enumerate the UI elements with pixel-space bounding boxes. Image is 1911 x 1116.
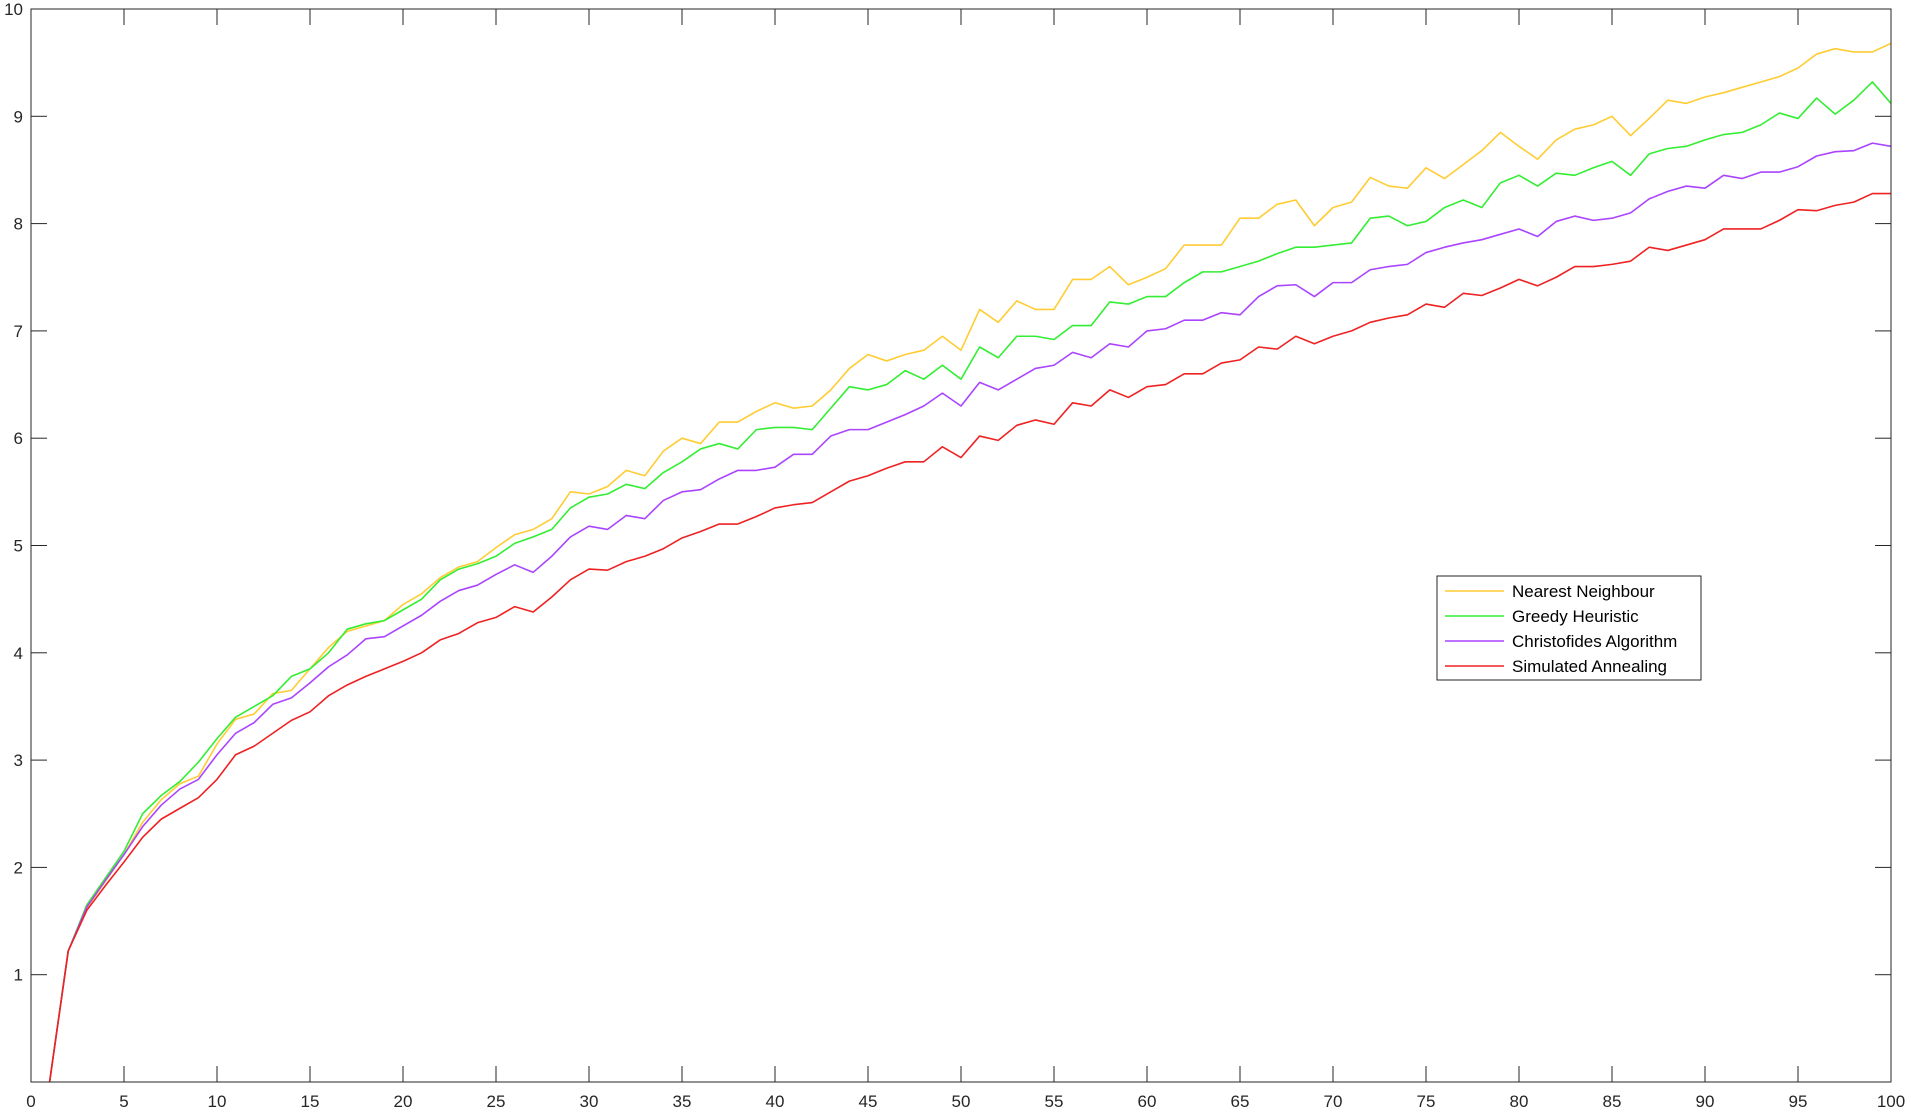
y-tick-label-8: 9 — [14, 107, 23, 126]
legend-label-2: Christofides Algorithm — [1512, 632, 1677, 651]
x-tick-label-3: 15 — [301, 1092, 320, 1111]
y-tick-label-0: 1 — [14, 966, 23, 985]
legend-box — [1436, 575, 1702, 681]
y-tick-label-6: 7 — [14, 322, 23, 341]
y-tick-label-2: 3 — [14, 751, 23, 770]
x-tick-label-2: 10 — [208, 1092, 227, 1111]
x-tick-label-15: 75 — [1417, 1092, 1436, 1111]
x-tick-label-11: 55 — [1045, 1092, 1064, 1111]
y-tick-label-9: 10 — [4, 0, 23, 19]
x-tick-label-9: 45 — [859, 1092, 878, 1111]
y-tick-label-4: 5 — [14, 537, 23, 556]
x-tick-label-7: 35 — [673, 1092, 692, 1111]
y-tick-label-1: 2 — [14, 858, 23, 877]
x-tick-label-19: 95 — [1789, 1092, 1808, 1111]
x-tick-label-8: 40 — [766, 1092, 785, 1111]
series-line-1 — [48, 81, 1892, 1083]
legend: Nearest Neighbour Greedy Heuristic Christo… — [1436, 575, 1702, 681]
y-tick-label-7: 8 — [14, 215, 23, 234]
x-tick-label-14: 70 — [1324, 1092, 1343, 1111]
y-tick-label-3: 4 — [14, 644, 23, 663]
x-tick-label-1: 5 — [119, 1092, 128, 1111]
x-tick-label-17: 85 — [1603, 1092, 1622, 1111]
x-tick-label-16: 80 — [1510, 1092, 1529, 1111]
x-tick-label-13: 65 — [1231, 1092, 1250, 1111]
x-tick-label-6: 30 — [580, 1092, 599, 1111]
legend-label-1: Greedy Heuristic — [1512, 607, 1639, 626]
legend-label-0: Nearest Neighbour — [1512, 582, 1655, 601]
axes-layer: 0 5 10 15 20 25 30 35 40 45 50 55 60 65 70 75 80 85 90 95 10… — [4, 0, 1905, 1111]
x-tick-label-12: 60 — [1138, 1092, 1157, 1111]
series-line-0 — [48, 42, 1892, 1083]
x-tick-label-20: 100 — [1877, 1092, 1905, 1111]
x-tick-label-0: 0 — [26, 1092, 35, 1111]
series-line-3 — [48, 192, 1891, 1083]
series-line-2 — [48, 142, 1892, 1083]
legend-label-3: Simulated Annealing — [1512, 657, 1667, 676]
x-tick-label-4: 20 — [394, 1092, 413, 1111]
x-tick-label-18: 90 — [1696, 1092, 1715, 1111]
x-tick-label-5: 25 — [487, 1092, 506, 1111]
series-layer — [48, 42, 1892, 1083]
y-tick-label-5: 6 — [14, 429, 23, 448]
x-tick-label-10: 50 — [952, 1092, 971, 1111]
